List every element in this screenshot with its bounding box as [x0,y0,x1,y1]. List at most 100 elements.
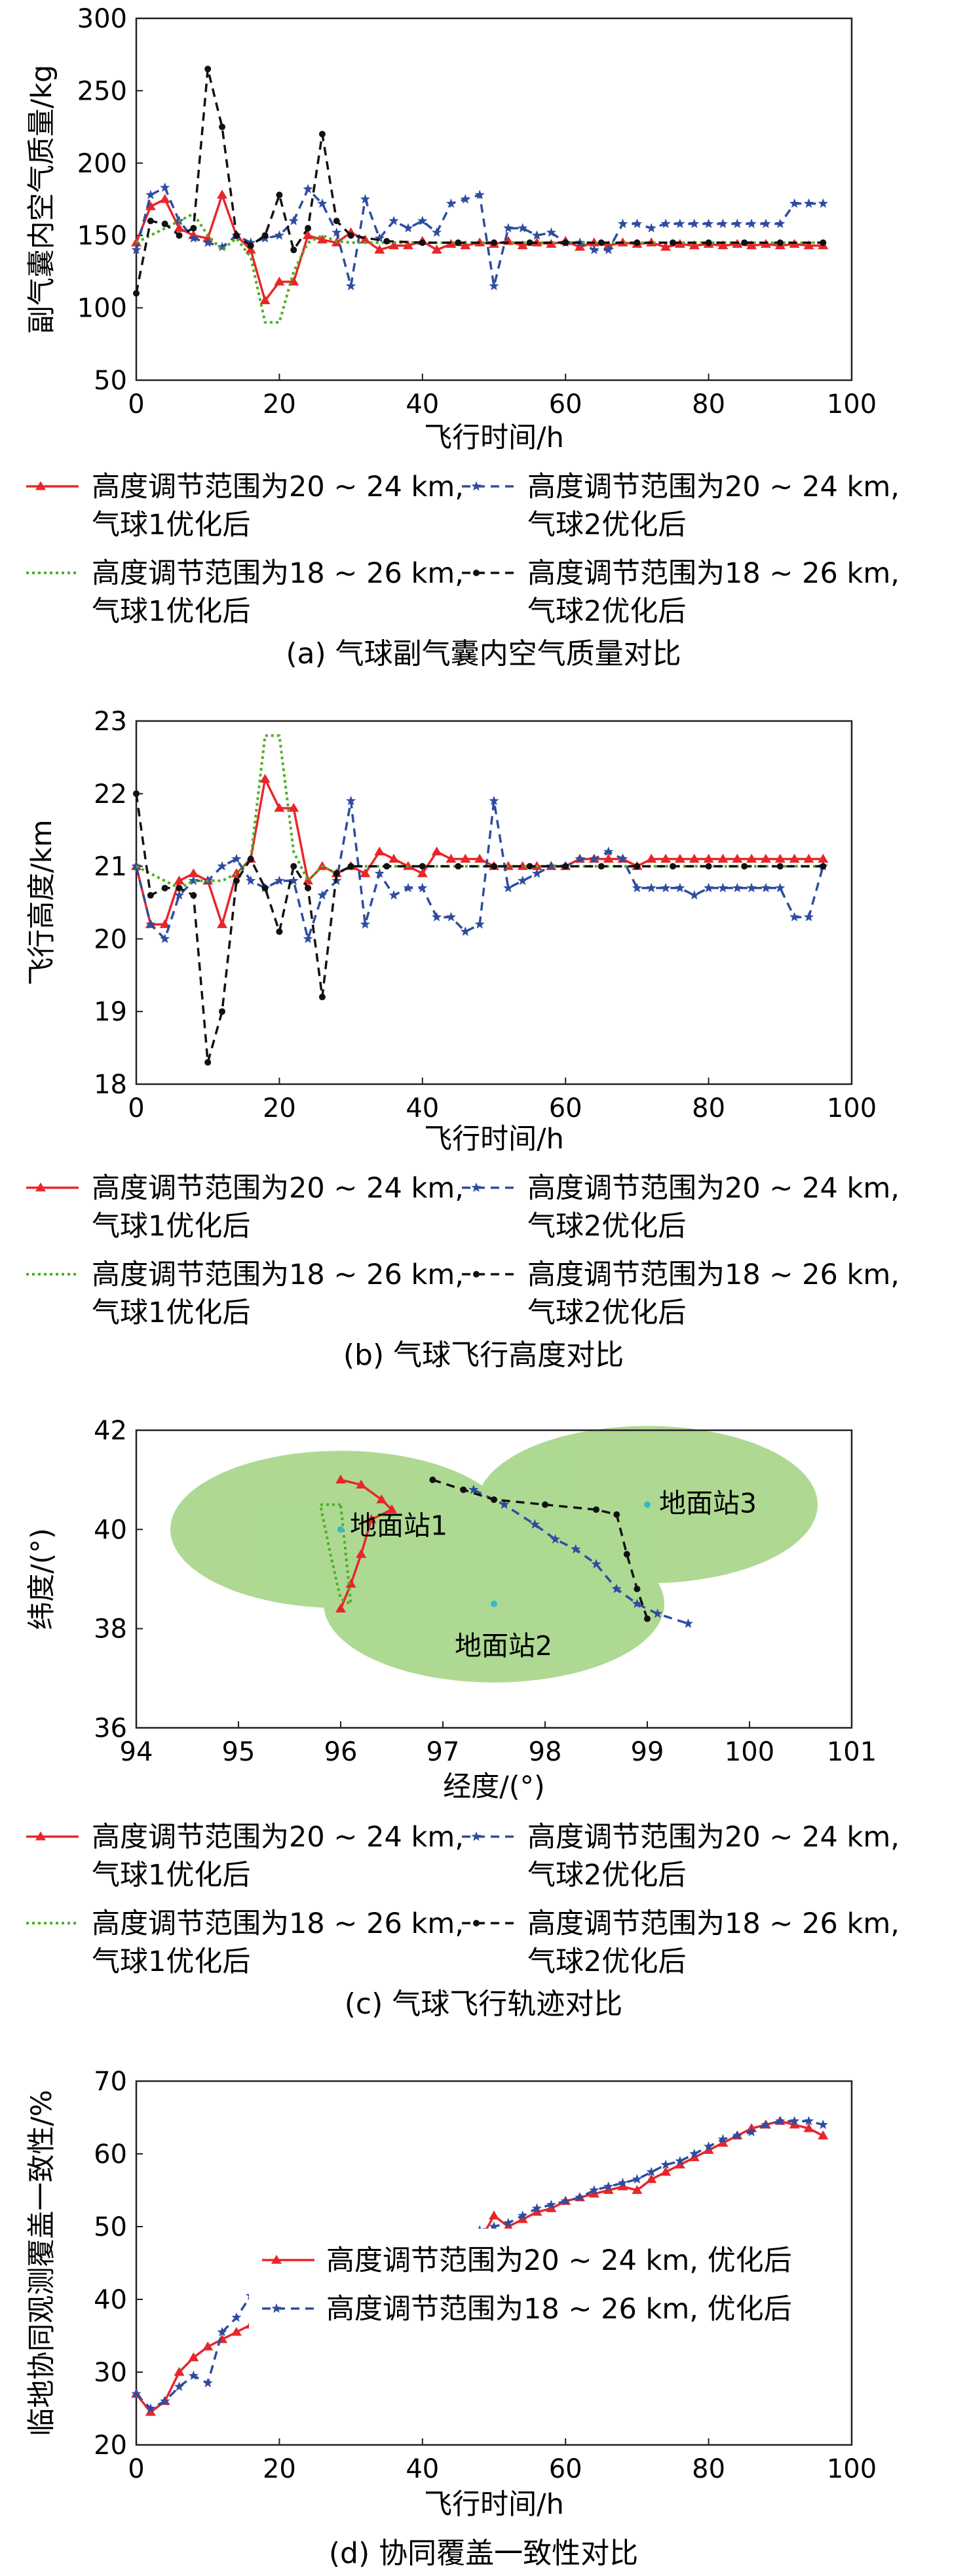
data-point [303,184,313,193]
x-tick-label: 100 [827,389,877,420]
data-point [789,912,800,922]
data-point [303,230,314,239]
figure-caption: (d) 协同覆盖一致性对比 [329,2537,638,2570]
data-point [761,218,771,228]
series-4 [133,66,827,297]
legend-label: 高度调节范围为20 ~ 24 km, 优化后 [326,2244,792,2277]
data-point [233,232,240,239]
y-tick-label: 19 [94,997,127,1027]
y-tick-label: 200 [77,149,127,179]
data-point [703,2145,714,2155]
data-point [403,223,413,233]
ground-station-label: 地面站2 [455,1630,552,1662]
data-point [689,218,700,228]
x-tick-label: 60 [549,1093,582,1123]
data-point [789,2119,800,2129]
data-point [474,853,485,863]
series-3 [136,212,824,324]
data-point [147,218,154,225]
data-point [675,2156,685,2166]
data-point [402,240,413,250]
data-point [432,912,442,922]
data-point [674,2159,685,2169]
data-point [660,241,672,251]
legend-label: 高度调节范围为20 ~ 24 km, [92,471,464,503]
legend-label: 高度调节范围为20 ~ 24 km, [527,471,900,503]
data-point [591,1559,601,1569]
x-tick-label: 20 [263,1093,296,1123]
data-point [417,868,428,878]
data-point [446,198,457,208]
series-1 [335,1474,397,1612]
plot-frame [135,720,853,1085]
legend-label: 气球2优化后 [527,1297,686,1329]
data-point [704,882,714,893]
y-tick-label: 21 [94,852,127,882]
y-tick-label: 60 [94,2139,127,2170]
data-point [446,912,457,922]
data-point [346,795,356,806]
data-point [803,240,814,250]
data-point [617,2181,628,2191]
legend-label: 气球1优化后 [92,1210,250,1243]
data-point [503,2217,514,2227]
data-point [818,853,829,863]
data-point [611,1584,622,1593]
data-point [741,239,748,246]
data-point [550,1534,561,1544]
data-point [675,218,685,228]
data-point [318,130,326,138]
ground-station-label: 地面站3 [659,1488,757,1519]
data-point [246,875,256,886]
y-tick-label: 40 [94,1515,127,1545]
data-point [332,227,342,237]
data-point [460,240,471,250]
data-point [374,244,385,254]
data-point [383,863,390,870]
data-point [246,237,256,247]
legend-marker [473,1920,480,1926]
x-tick-label: 20 [263,2454,296,2484]
data-point [646,882,656,893]
data-point [261,232,269,239]
x-tick-label: 20 [263,389,296,420]
data-point [761,882,771,893]
data-point [288,216,299,225]
data-point [531,2206,542,2216]
data-point [803,2123,814,2132]
legend: 高度调节范围为20 ~ 24 km, 气球1优化后 高度调节范围为20 ~ 24 k… [26,1821,900,1978]
data-point [746,882,757,893]
legend-label: 气球2优化后 [527,1945,686,1978]
x-axis-label: 经度/(°) [443,1770,545,1803]
data-point [632,2174,642,2184]
data-point [317,889,328,900]
data-point [290,246,297,254]
legend: 高度调节范围为20 ~ 24 km, 气球1优化后 高度调节范围为20 ~ 24 k… [26,1172,900,1329]
data-point [717,853,729,863]
data-point [632,882,642,893]
data-point [618,2177,628,2187]
data-point [176,884,183,891]
data-point [460,926,470,936]
data-point [333,218,340,225]
data-point [746,240,757,250]
data-point [204,1059,212,1066]
data-point [174,889,185,900]
data-point [593,1506,599,1513]
data-point [219,123,226,130]
data-point [145,919,156,929]
legend-marker [271,2303,282,2313]
data-point [546,227,556,237]
x-tick-label: 40 [406,389,439,420]
data-point [531,230,542,240]
legend-label: 气球1优化后 [92,509,250,541]
x-axis-label: 飞行时间/h [424,1123,564,1156]
y-axis-label: 临地协同观测覆盖一致性/% [26,2090,58,2436]
data-point [188,2370,199,2380]
data-point [217,2326,227,2337]
y-tick-label: 23 [94,707,127,737]
data-point [503,223,514,233]
data-point [316,234,328,244]
data-point [646,853,657,863]
data-point [188,233,199,243]
